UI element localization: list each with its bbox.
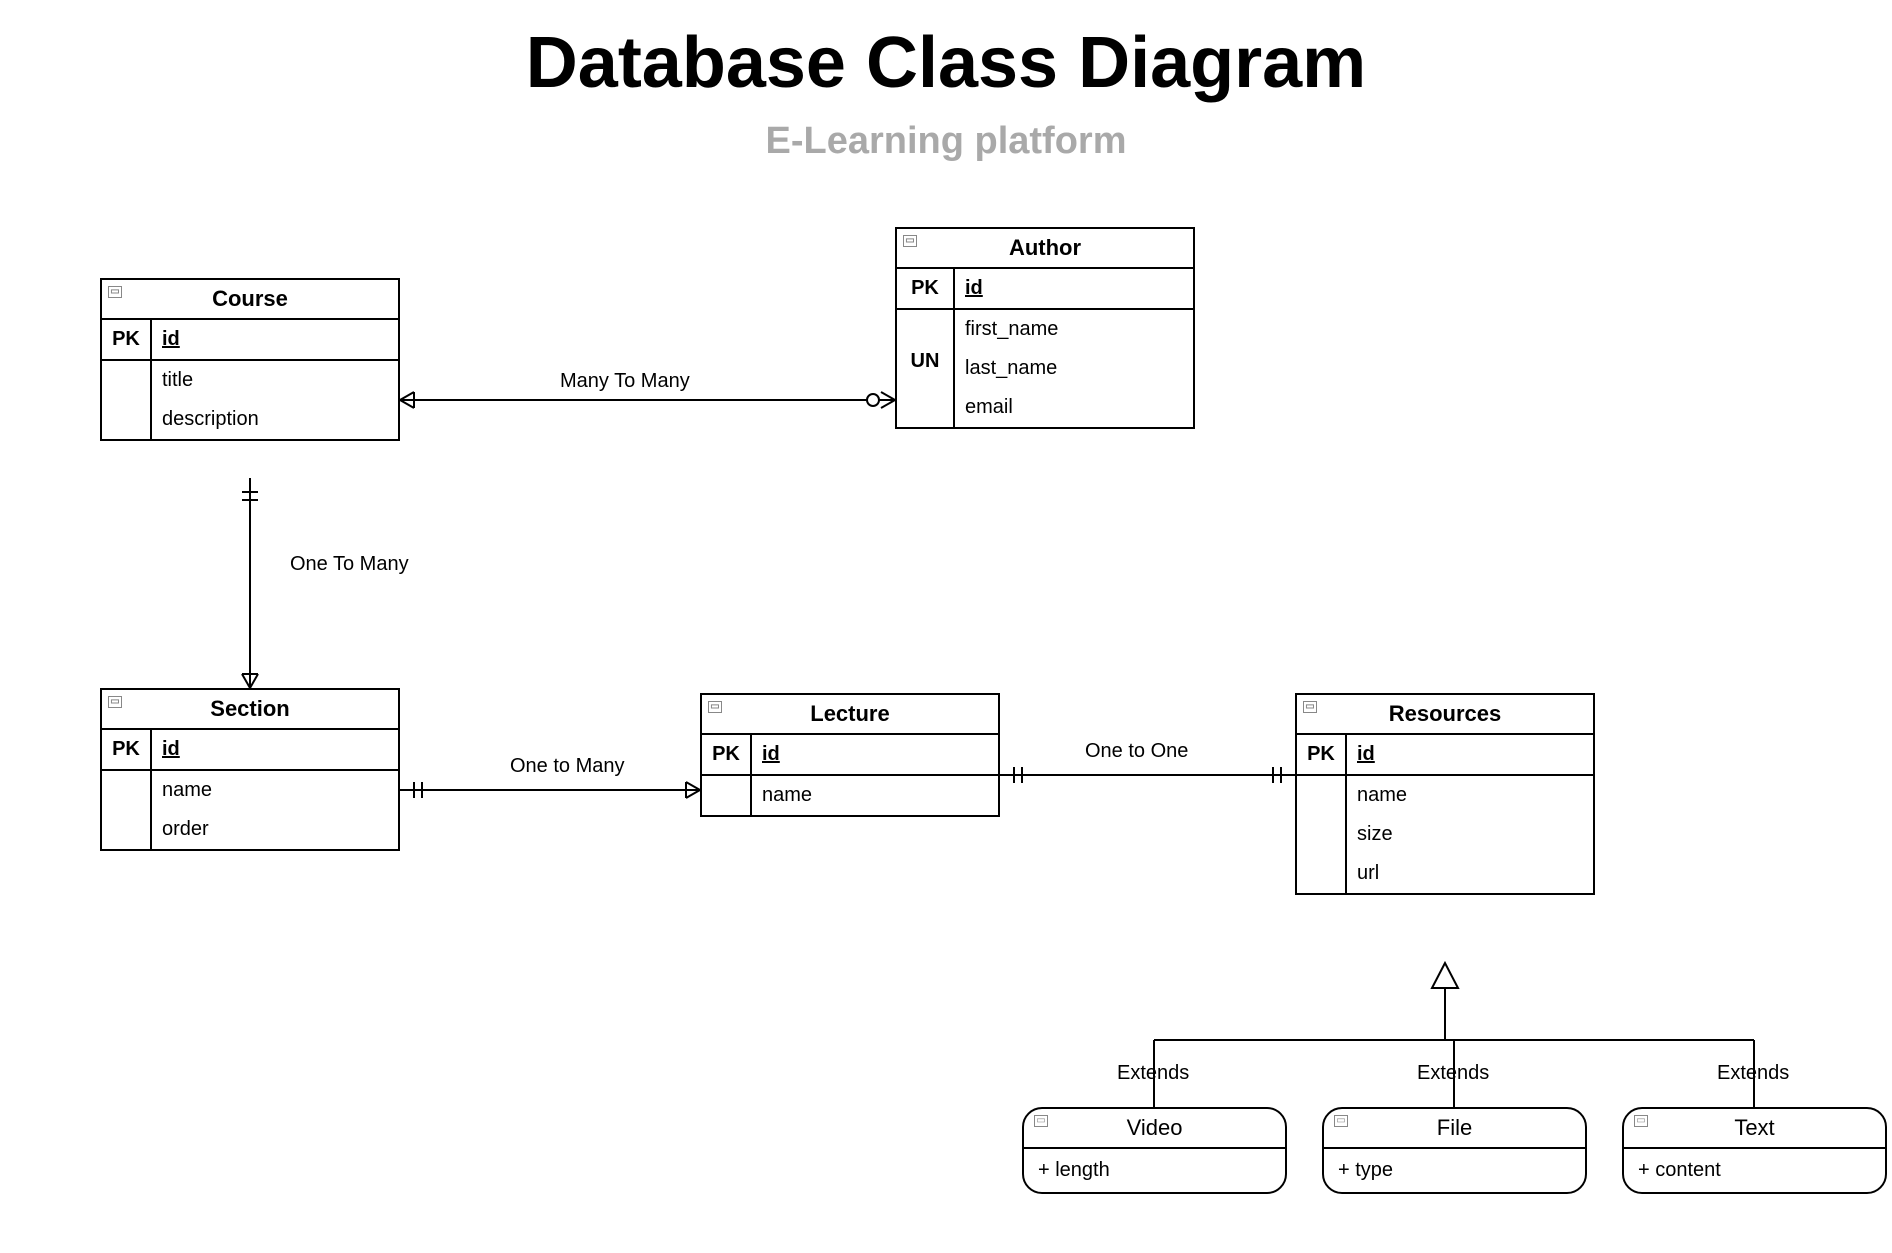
entity-section-title: Section xyxy=(210,696,289,721)
key-cell: UN xyxy=(897,342,953,381)
key-cell: PK xyxy=(102,320,150,361)
attr-cell: id xyxy=(955,269,1193,310)
attr-cell: id xyxy=(1347,735,1593,776)
attr-cell: name xyxy=(1347,776,1593,815)
key-cell: PK xyxy=(102,730,150,771)
attr-cell: size xyxy=(1347,815,1593,854)
page-subtitle: E-Learning platform xyxy=(0,120,1892,163)
attr-cell: id xyxy=(152,730,398,771)
rel-label-extends-text: Extends xyxy=(1717,1062,1789,1085)
rel-label-section-lecture: One to Many xyxy=(510,755,625,778)
sub-entity-file: ▭ File + type xyxy=(1322,1107,1587,1194)
collapse-icon[interactable]: ▭ xyxy=(108,696,122,708)
connectors-svg xyxy=(0,0,1892,1253)
sub-entity-file-attr: + type xyxy=(1324,1149,1585,1192)
entity-author-header: ▭ Author xyxy=(897,229,1193,269)
collapse-icon[interactable]: ▭ xyxy=(1303,701,1317,713)
entity-course-title: Course xyxy=(212,286,288,311)
entity-course-header: ▭ Course xyxy=(102,280,398,320)
key-cell xyxy=(897,326,953,342)
attr-cell: title xyxy=(152,361,398,400)
key-cell xyxy=(102,771,150,787)
key-cell xyxy=(702,776,750,792)
attr-cell: description xyxy=(152,400,398,439)
attr-cell: name xyxy=(152,771,398,810)
key-cell: PK xyxy=(897,269,953,310)
attr-cell: url xyxy=(1347,854,1593,893)
entity-lecture-header: ▭ Lecture xyxy=(702,695,998,735)
attr-cell: last_name xyxy=(955,349,1193,388)
key-cell xyxy=(897,310,953,326)
sub-entity-video-header: ▭ Video xyxy=(1024,1109,1285,1149)
collapse-icon[interactable]: ▭ xyxy=(1034,1115,1048,1127)
attr-cell: email xyxy=(955,388,1193,427)
key-cell xyxy=(102,787,150,803)
sub-entity-text: ▭ Text + content xyxy=(1622,1107,1887,1194)
key-cell xyxy=(1297,776,1345,792)
attr-cell: id xyxy=(152,320,398,361)
rel-label-lecture-resources: One to One xyxy=(1085,740,1188,763)
entity-author-title: Author xyxy=(1009,235,1081,260)
entity-resources-header: ▭ Resources xyxy=(1297,695,1593,735)
sub-entity-text-header: ▭ Text xyxy=(1624,1109,1885,1149)
collapse-icon[interactable]: ▭ xyxy=(708,701,722,713)
entity-lecture: ▭ Lecture PK id name xyxy=(700,693,1000,817)
sub-entity-file-header: ▭ File xyxy=(1324,1109,1585,1149)
entity-section-header: ▭ Section xyxy=(102,690,398,730)
collapse-icon[interactable]: ▭ xyxy=(1634,1115,1648,1127)
key-cell xyxy=(1297,792,1345,808)
collapse-icon[interactable]: ▭ xyxy=(1334,1115,1348,1127)
sub-entity-video: ▭ Video + length xyxy=(1022,1107,1287,1194)
key-cell xyxy=(102,361,150,377)
entity-lecture-title: Lecture xyxy=(810,701,889,726)
rel-label-course-section: One To Many xyxy=(290,553,409,576)
sub-entity-text-attr: + content xyxy=(1624,1149,1885,1192)
attr-cell: id xyxy=(752,735,998,776)
sub-entity-text-title: Text xyxy=(1734,1115,1774,1140)
entity-course: ▭ Course PK id title description xyxy=(100,278,400,441)
key-cell: PK xyxy=(702,735,750,776)
key-cell xyxy=(102,377,150,393)
entity-section: ▭ Section PK id name order xyxy=(100,688,400,851)
page-title: Database Class Diagram xyxy=(0,22,1892,104)
key-cell xyxy=(1297,808,1345,824)
key-cell: PK xyxy=(1297,735,1345,776)
rel-label-extends-file: Extends xyxy=(1417,1062,1489,1085)
collapse-icon[interactable]: ▭ xyxy=(903,235,917,247)
sub-entity-video-attr: + length xyxy=(1024,1149,1285,1192)
entity-author: ▭ Author PK UN id first_name last_name e… xyxy=(895,227,1195,429)
rel-label-course-author: Many To Many xyxy=(560,370,690,393)
rel-label-extends-video: Extends xyxy=(1117,1062,1189,1085)
entity-resources-title: Resources xyxy=(1389,701,1502,726)
attr-cell: first_name xyxy=(955,310,1193,349)
collapse-icon[interactable]: ▭ xyxy=(108,286,122,298)
attr-cell: name xyxy=(752,776,998,815)
sub-entity-video-title: Video xyxy=(1127,1115,1183,1140)
attr-cell: order xyxy=(152,810,398,849)
sub-entity-file-title: File xyxy=(1437,1115,1472,1140)
entity-resources: ▭ Resources PK id name size url xyxy=(1295,693,1595,895)
